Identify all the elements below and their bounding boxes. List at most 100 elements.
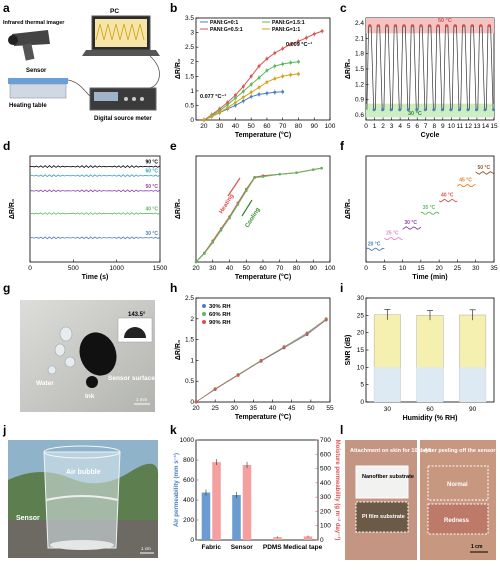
scale-label-l: 1 cm <box>471 544 483 550</box>
panel-d: d 0 500 1000 1500 Time (s) ΔR/R₀ 90 °C 60 °C 50 … <box>3 139 168 281</box>
cable-pc-meter <box>149 55 160 89</box>
series-line-d <box>29 236 161 240</box>
legend-label-b: PANI:G=0.5:1 <box>210 27 243 33</box>
y-tick-label-i: 10 <box>357 364 365 371</box>
y2-tick-label-k: 100 <box>320 523 331 530</box>
y2-axis-label-k: Moisture permeability (g m⁻² day⁻¹) <box>334 440 341 541</box>
water-droplet-2 <box>54 343 66 357</box>
water-label: Water <box>36 380 54 387</box>
pc-label: PC <box>110 8 119 15</box>
data-point-e <box>278 172 282 176</box>
bar-moisture-k <box>273 537 282 540</box>
legend-label-b: PANI:G=1:1 <box>272 27 300 33</box>
peak-marker <box>393 24 397 28</box>
bar-moisture-k <box>303 536 313 540</box>
heating-table-label: Heating table <box>9 103 47 109</box>
series-label-d: 90 °C <box>145 160 158 166</box>
y-tick-label-h: 0.5 <box>185 378 194 385</box>
step-line-f <box>365 247 385 252</box>
series-line-d <box>29 165 161 169</box>
x-tick-label-f: 5 <box>382 265 386 272</box>
x-tick-label-h: 35 <box>250 405 258 412</box>
data-point-h <box>194 400 198 404</box>
valley-marker <box>492 108 496 112</box>
data-point-e <box>194 260 198 264</box>
beaker <box>43 451 121 549</box>
legend-marker-h <box>202 320 206 324</box>
nanofiber-patch <box>355 465 409 499</box>
panel-g: g 143.5° Water Ink Sensor surface 1 mm <box>3 281 155 412</box>
y-tick-label-k: 1000 <box>180 437 195 444</box>
legend-label-h: 30% RH <box>209 304 231 310</box>
x-tick-label-f: 35 <box>490 265 498 272</box>
bar-base-i <box>416 367 444 402</box>
x-tick-label-c: 5 <box>407 123 411 130</box>
y2-tick-label-k: 200 <box>320 508 331 515</box>
x-tick-label-e: 90 <box>310 265 318 272</box>
scale-label-j: 1 cm <box>141 546 151 551</box>
series-label-d: 50 °C <box>145 184 158 190</box>
step-label-f: 45 °C <box>459 178 472 184</box>
x-tick-label-h: 30 <box>231 405 239 412</box>
peak-marker <box>470 24 474 28</box>
sensor-label: Sensor <box>26 68 47 74</box>
band-low <box>366 103 494 118</box>
panel-label-g: g <box>3 281 10 295</box>
x-tick-label-h: 40 <box>269 405 277 412</box>
y2-tick-label-k: 600 <box>320 451 331 458</box>
valley-marker <box>432 108 436 112</box>
step-label-f: 50 °C <box>478 165 491 171</box>
panel-k: k 0 200 400 600 800 1000 0 100 200 300 400 500 600 70… <box>170 423 341 551</box>
x-tick-label-c: 3 <box>390 123 394 130</box>
x-tick-label-h: 25 <box>212 405 220 412</box>
step-label-f: 35 °C <box>423 205 436 211</box>
bar-moisture-k <box>242 465 252 540</box>
x-axis-label-i: Humidity (% RH) <box>403 415 458 422</box>
redness-label: Redness <box>444 518 470 524</box>
data-point-e <box>236 203 240 206</box>
data-point-e <box>203 252 206 255</box>
x-tick-label-e: 80 <box>293 265 301 272</box>
y-tick-label-h: 2.5 <box>185 295 194 302</box>
surface-label: Sensor surface <box>108 375 155 382</box>
panel-label-f: f <box>340 139 345 153</box>
y-tick-label-b: 0 <box>190 117 194 124</box>
peak-marker <box>445 24 449 28</box>
valley-marker <box>449 108 453 112</box>
x-tick-label-f: 15 <box>417 265 425 272</box>
x-tick-label-d: 500 <box>68 265 79 272</box>
step-label-f: 25 °C <box>386 231 399 237</box>
data-point-e <box>295 171 298 174</box>
redness-region <box>427 503 489 535</box>
peak-marker <box>453 24 457 28</box>
x-tick-label-e: 40 <box>226 265 234 272</box>
ink-label: Ink <box>85 393 95 400</box>
peak-marker <box>376 24 380 28</box>
normal-region <box>427 465 489 501</box>
legend-marker-h <box>202 304 206 308</box>
series-line-d <box>29 189 161 193</box>
valley-marker <box>423 108 427 112</box>
data-point-e <box>253 176 256 180</box>
step-line-f <box>383 236 403 241</box>
data-point-e <box>244 189 248 193</box>
valley-marker <box>389 108 393 112</box>
meter-knob-2 <box>132 97 136 101</box>
series-line-d <box>29 212 161 216</box>
panel-label-i: i <box>340 281 343 295</box>
scale-label-g: 1 mm <box>136 397 148 402</box>
y2-tick-label-k: 400 <box>320 480 331 487</box>
x-tick-label-b: 20 <box>200 123 208 130</box>
x-axis-label-f: Time (min) <box>412 274 447 281</box>
water-droplet-1 <box>59 326 73 342</box>
beaker-base <box>50 540 114 550</box>
x-tick-label-h: 55 <box>326 405 334 412</box>
ink-drop <box>86 376 98 388</box>
sensor-label-j: Sensor <box>16 515 40 522</box>
y-tick-label-h: 1.5 <box>185 337 194 344</box>
data-point-h <box>305 332 309 336</box>
imager-lens <box>8 35 18 45</box>
valley-marker <box>475 108 479 112</box>
slope-annotation-high: 0.009 °C⁻¹ <box>286 41 312 48</box>
